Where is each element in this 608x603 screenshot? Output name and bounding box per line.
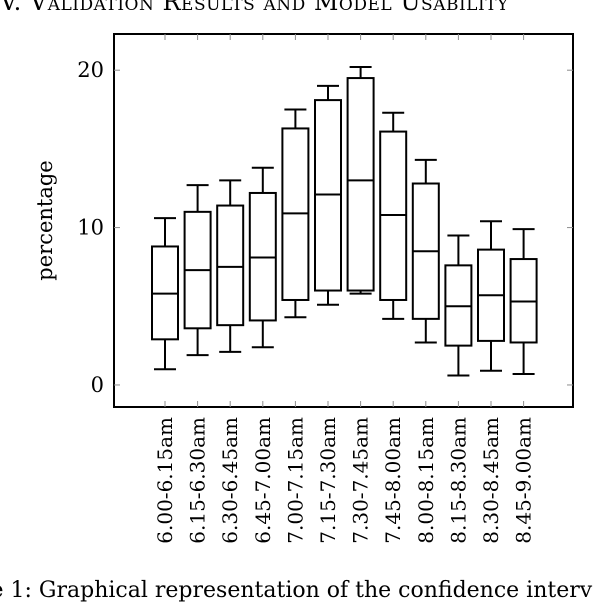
box-10	[444, 234, 473, 377]
x-tick-label: 7.00-7.15am	[283, 417, 307, 544]
box-6	[314, 84, 342, 306]
box-7	[346, 66, 375, 295]
x-tick-label: 8.00-8.15am	[414, 417, 438, 544]
y-tick-label: 20	[77, 58, 104, 82]
x-tick-label: 8.15-8.30am	[446, 417, 470, 544]
x-tick-label: 6.15-6.30am	[186, 417, 210, 544]
y-axis-title: percentage	[33, 160, 57, 280]
x-tick-label: 6.30-6.45am	[218, 417, 242, 544]
box-2	[183, 184, 212, 357]
x-axis: 6.00-6.15am 6.15-6.30am 6.30-6.45am 6.45-7.…	[153, 34, 536, 544]
iqr-box	[216, 204, 245, 327]
x-tick-label: 7.45-8.00am	[381, 417, 405, 544]
box-3	[216, 179, 245, 353]
iqr-box	[346, 77, 375, 292]
figure-caption: re 1: Graphical representation of the co…	[0, 578, 593, 603]
y-tick-label: 0	[91, 373, 104, 397]
box-8	[379, 111, 408, 320]
box-12	[509, 228, 538, 375]
box-series	[151, 66, 538, 377]
plot-frame	[113, 33, 574, 408]
box-4	[248, 166, 277, 349]
x-tick-label: 7.15-7.30am	[316, 417, 340, 544]
x-tick-label: 8.45-9.00am	[512, 417, 536, 544]
box-1	[151, 217, 179, 371]
box-5	[281, 108, 310, 319]
x-tick-label: 7.30-7.45am	[349, 417, 373, 544]
section-heading: V. Validation Results and Model Usabilit…	[0, 0, 509, 16]
y-axis: 0 10 20	[77, 58, 573, 397]
box-9	[411, 158, 440, 344]
box-11	[477, 220, 505, 372]
x-tick-label: 6.00-6.15am	[153, 417, 177, 544]
plot-border	[113, 33, 574, 408]
x-tick-label: 6.45-7.00am	[251, 417, 275, 544]
y-tick-label: 10	[77, 216, 104, 240]
x-tick-label: 8.30-8.45am	[479, 417, 503, 544]
